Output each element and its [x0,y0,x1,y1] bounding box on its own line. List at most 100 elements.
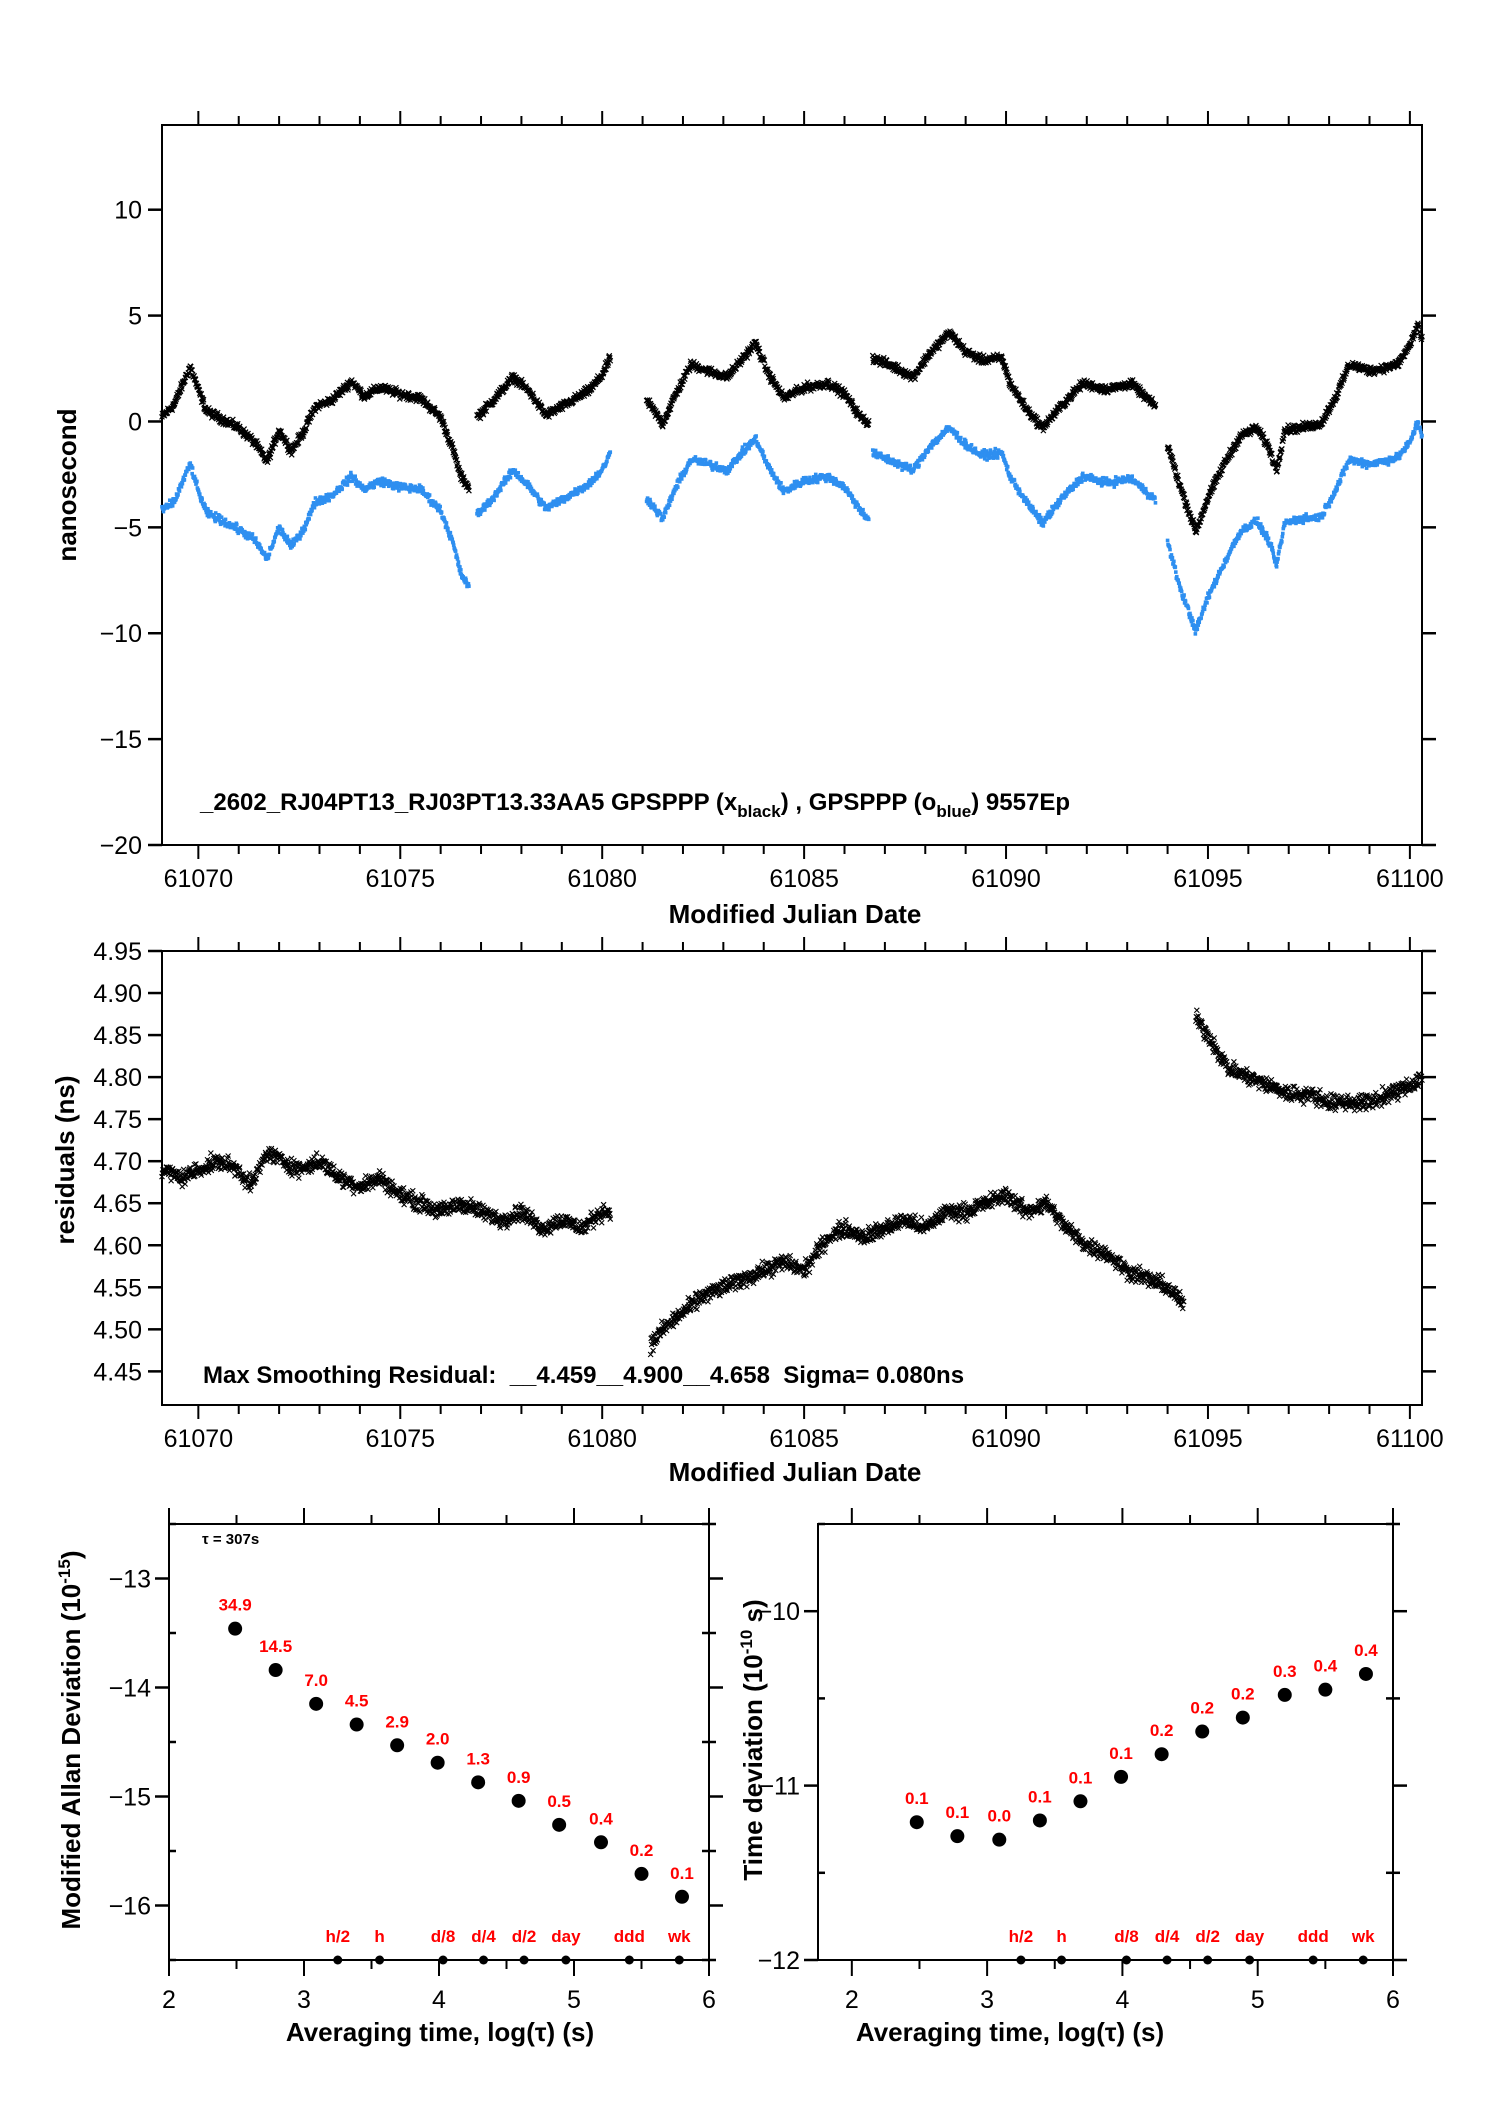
data-point-o [1168,547,1172,552]
data-point-o [1280,534,1285,539]
data-point-o [200,497,204,501]
timeseries-frame [161,124,1423,846]
data-point-o [285,534,290,539]
data-point-o [761,449,765,454]
data-point-o [1271,551,1276,555]
data-point-o [1212,584,1217,589]
data-point-o [223,517,228,522]
data-point-o [1195,627,1200,632]
data-point-o [1153,501,1158,505]
data-point-o [459,568,463,572]
data-point-x [200,396,207,403]
data-point-o [769,468,774,472]
data-point-o [1130,474,1134,478]
data-point-x [518,376,525,383]
data-point-o [254,536,258,540]
data-point-o [446,526,450,531]
data-point-o [1172,559,1176,564]
data-point-o [917,463,921,468]
data-point-o [747,446,752,451]
data-point-o [714,461,719,465]
timeseries-xtick-label: 61070 [164,865,234,893]
data-point-o [1264,530,1269,535]
data-point-o [1338,479,1343,484]
data-point-o [1170,555,1175,560]
data-point-o [1280,531,1285,536]
data-point-o [219,515,224,520]
data-point-o [908,463,913,468]
data-point-o [353,474,357,479]
data-point-x [536,399,543,406]
data-point-o [448,530,453,535]
data-point-o [955,430,960,435]
data-point-o [453,549,458,553]
data-point-x [189,367,196,374]
data-point-o [653,504,657,509]
data-point-o [1222,564,1226,569]
data-point-o [1345,466,1349,470]
data-point-o [267,552,272,557]
data-point-o [1342,472,1346,477]
timeseries-ytick-label: 0 [128,408,142,436]
data-point-x [179,385,185,392]
timeseries-xtick-label: 61075 [366,865,436,893]
data-point-o [492,498,496,503]
data-point-o [775,476,779,480]
timeseries-ytick-label: −20 [100,832,142,860]
data-point-x [465,482,471,489]
data-point-o [703,458,708,462]
data-point-o [1018,489,1022,494]
data-point-o [427,493,432,497]
data-point-o [995,456,1000,460]
data-point-o [991,456,996,460]
data-point-x [172,398,179,404]
data-point-o [663,510,668,515]
data-point-o [1280,540,1284,544]
data-point-o [1041,524,1046,528]
data-point-o [308,512,313,517]
data-point-o [1186,606,1191,611]
data-point-x [444,431,451,438]
data-point-o [307,517,311,521]
data-point-o [1335,486,1339,491]
data-point-o [861,507,865,512]
data-point-o [1276,556,1280,561]
data-point-o [456,560,461,564]
timeseries-xtick-label: 61090 [971,865,1041,893]
data-point-o [1143,486,1148,491]
data-point-o [762,454,767,459]
data-point-x [607,357,614,364]
data-point-o [503,481,508,485]
data-point-o [203,503,207,507]
data-point-o [182,477,187,482]
data-point-o [467,584,471,588]
data-point-o [495,493,499,498]
data-point-o [846,488,850,492]
data-point-o [662,515,667,519]
data-point-o [183,473,188,477]
data-point-o [679,477,684,481]
data-point-o [483,508,487,512]
data-point-o [179,485,184,489]
data-point-x [431,404,438,411]
data-point-o [340,487,344,491]
data-point-x [312,408,319,415]
data-point-o [1207,595,1212,600]
data-point-x [465,487,472,494]
data-point-o [547,507,551,512]
data-point-o [1197,620,1202,625]
data-point-o [1277,549,1281,554]
data-point-x [229,416,236,423]
data-point-o [710,468,715,472]
data-point-o [327,498,331,503]
data-point-o [1001,453,1006,458]
data-point-o [1322,511,1327,516]
data-point-o [1173,565,1178,569]
data-point-o [180,481,185,486]
data-point-o [1165,538,1170,543]
data-point-o [1269,542,1274,546]
data-point-o [1080,480,1084,484]
data-point-o [508,475,513,480]
data-point-o [272,539,277,543]
data-point-o [1199,616,1203,620]
